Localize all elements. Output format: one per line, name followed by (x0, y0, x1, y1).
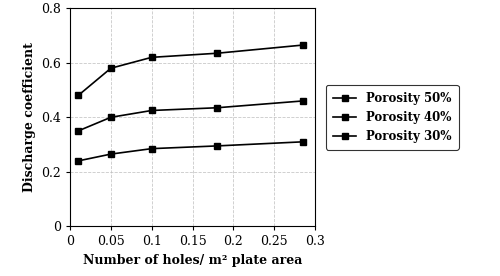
Y-axis label: Discharge coefficient: Discharge coefficient (22, 42, 36, 192)
Porosity 30% (300, 140, 306, 144)
X-axis label: Number of holes/ m² plate area: Number of holes/ m² plate area (83, 254, 302, 267)
Porosity 30% (75, 159, 81, 163)
Porosity 50% (148, 56, 154, 59)
Porosity 30% (148, 147, 154, 150)
Legend: Porosity 50%, Porosity 40%, Porosity 30%: Porosity 50%, Porosity 40%, Porosity 30% (326, 85, 458, 150)
Porosity 30% (108, 152, 114, 156)
Porosity 50% (108, 67, 114, 70)
Porosity 40% (214, 106, 220, 109)
Porosity 40% (300, 99, 306, 103)
Porosity 50% (75, 94, 81, 97)
Porosity 30% (214, 144, 220, 148)
Line: Porosity 50%: Porosity 50% (76, 42, 306, 98)
Porosity 40% (148, 109, 154, 112)
Porosity 40% (108, 116, 114, 119)
Line: Porosity 40%: Porosity 40% (76, 98, 306, 134)
Porosity 40% (75, 129, 81, 132)
Porosity 50% (300, 43, 306, 47)
Porosity 50% (214, 52, 220, 55)
Line: Porosity 30%: Porosity 30% (76, 139, 306, 164)
